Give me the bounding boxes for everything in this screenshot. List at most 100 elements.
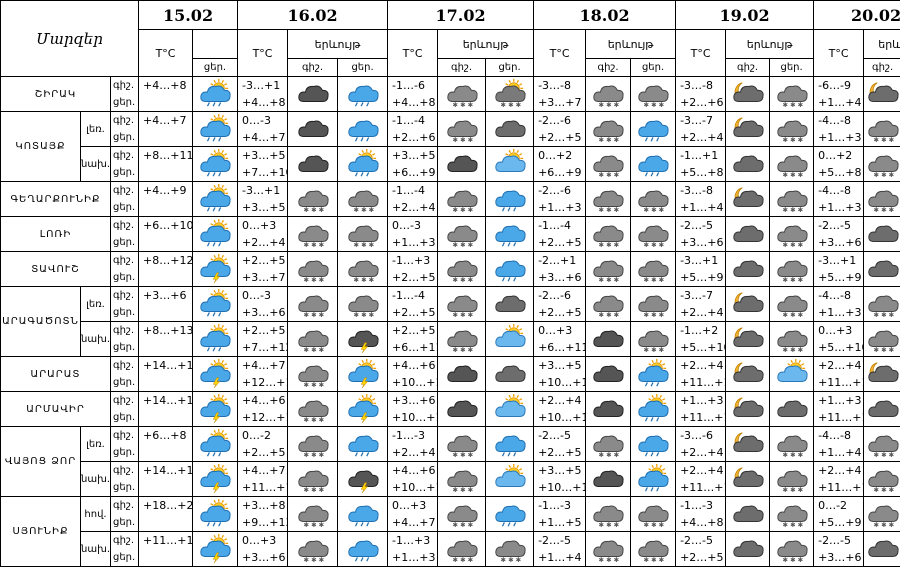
zone-label: լեռ. xyxy=(80,286,111,322)
temp-cell: -1…-3 +1…+5 xyxy=(533,496,587,532)
zone-label: նախ. xyxy=(80,321,111,357)
cloud-snow-icon: ✱ ✱ ✱ xyxy=(339,218,387,251)
temp-cell: +4…+8 xyxy=(138,76,194,112)
icon-cell xyxy=(725,181,771,217)
icon-cell xyxy=(725,111,771,147)
cloud-snow-icon: ✱ ✱ ✱ xyxy=(632,498,675,531)
temp-cell: -1…-3 +4…+8 xyxy=(675,496,727,532)
icon-cell: ✱ ✱ ✱ xyxy=(769,496,815,532)
icon-cell: ✱ ✱ ✱ xyxy=(769,426,815,462)
region-name: ԱՐՄԱՎԻՐ xyxy=(0,391,111,427)
cloud-snow-icon: ✱ ✱ ✱ xyxy=(771,148,813,181)
icon-cell xyxy=(725,321,771,357)
icon-cell: ✱ ✱ ✱ xyxy=(863,111,900,147)
svg-text:✱ ✱ ✱: ✱ ✱ ✱ xyxy=(873,451,894,459)
icon-cell: ✱ ✱ ✱ xyxy=(437,321,487,357)
temp-cell: -2…-5 +1…+4 xyxy=(533,531,587,567)
svg-text:✱ ✱ ✱: ✱ ✱ ✱ xyxy=(599,521,620,529)
temp-cell: 0…+2 +6…+9 xyxy=(533,146,587,182)
svg-text:✱ ✱ ✱: ✱ ✱ ✱ xyxy=(782,101,803,109)
cloud-snow-icon: ✱ ✱ ✱ xyxy=(632,78,675,111)
svg-text:✱ ✱ ✱: ✱ ✱ ✱ xyxy=(452,276,473,284)
sun-cloud-storm-icon xyxy=(194,253,237,286)
sun-cloud-rain-icon xyxy=(194,148,237,181)
cloud-snow-icon: ✱ ✱ ✱ xyxy=(632,253,675,286)
cloud-snow-icon: ✱ ✱ ✱ xyxy=(865,498,900,531)
region-name: ՏԱՎՈՒՇ xyxy=(0,251,111,287)
icon-cell: ✱ ✱ ✱ xyxy=(287,531,339,567)
icon-cell xyxy=(725,286,771,322)
svg-text:✱ ✱ ✱: ✱ ✱ ✱ xyxy=(782,486,803,494)
day-header: ցեր. xyxy=(769,58,815,77)
weather-header: երևույթ xyxy=(287,29,389,59)
icon-cell xyxy=(485,321,535,357)
temp-cell: +2…+4+11…+13 xyxy=(813,461,865,497)
temp-cell: 0…-2 +2…+5 xyxy=(237,426,289,462)
date-header: 16.02 xyxy=(237,0,389,30)
icon-cell: ✱ ✱ ✱ xyxy=(337,216,389,252)
moon-cloud-icon xyxy=(727,183,769,216)
icon-cell xyxy=(192,181,239,217)
table-row: նախ. գիշ. ցեր. +8…+11 +3…+5 +7…+10 +3…+5 +6…+9 0… xyxy=(1,146,900,182)
sun-cloud-storm-icon xyxy=(194,393,237,426)
icon-cell xyxy=(485,286,535,322)
icon-cell: ✱ ✱ ✱ xyxy=(769,461,815,497)
svg-text:✱ ✱ ✱: ✱ ✱ ✱ xyxy=(644,241,665,249)
icon-cell xyxy=(337,356,389,392)
icon-cell: ✱ ✱ ✱ xyxy=(585,251,632,287)
icon-cell xyxy=(437,356,487,392)
icon-cell: ✱ ✱ ✱ xyxy=(287,181,339,217)
moon-cloud-icon xyxy=(727,428,769,461)
svg-text:✱ ✱ ✱: ✱ ✱ ✱ xyxy=(353,241,374,249)
icon-cell xyxy=(437,391,487,427)
cloud-snow-icon: ✱ ✱ ✱ xyxy=(587,183,630,216)
temp-cell: +3…+5+10…+12 xyxy=(533,461,587,497)
icon-cell: ✱ ✱ ✱ xyxy=(769,146,815,182)
cloud-icon xyxy=(865,533,900,566)
temp-cell: +6…+10 xyxy=(138,216,194,252)
regions-header: Մարզեր xyxy=(0,0,140,77)
cloud-snow-icon: ✱ ✱ ✱ xyxy=(865,148,900,181)
cloud-snow-icon: ✱ ✱ ✱ xyxy=(439,498,485,531)
icon-cell: ✱ ✱ ✱ xyxy=(437,496,487,532)
temp-cell: 0…+2 +5…+8 xyxy=(813,146,865,182)
icon-cell xyxy=(485,216,535,252)
svg-text:✱ ✱ ✱: ✱ ✱ ✱ xyxy=(303,451,324,459)
svg-text:✱ ✱ ✱: ✱ ✱ ✱ xyxy=(452,521,473,529)
temp-cell: -3…-6 +2…+4 xyxy=(675,426,727,462)
sun-cloud-icon xyxy=(487,393,533,426)
icon-cell xyxy=(337,426,389,462)
svg-text:✱ ✱ ✱: ✱ ✱ ✱ xyxy=(644,206,665,214)
svg-text:✱ ✱ ✱: ✱ ✱ ✱ xyxy=(303,276,324,284)
sun-cloud-rain-icon xyxy=(632,358,675,391)
icon-cell: ✱ ✱ ✱ xyxy=(437,426,487,462)
icon-cell: ✱ ✱ ✱ xyxy=(630,496,677,532)
icon-cell: ✱ ✱ ✱ xyxy=(630,181,677,217)
cloud-snow-icon: ✱ ✱ ✱ xyxy=(865,323,900,356)
temp-header: T°C xyxy=(387,29,439,77)
table-row: ՎԱՅՈՑ ՁՈՐ լեռ. գիշ. ցեր. +6…+8 0…-2 +2…+5 ✱ ✱ ✱… xyxy=(0,426,900,497)
svg-text:✱ ✱ ✱: ✱ ✱ ✱ xyxy=(644,346,665,354)
temp-cell: -1…-4 +2…+4 xyxy=(387,181,439,217)
sun-cloud-storm-icon xyxy=(194,358,237,391)
svg-text:✱ ✱ ✱: ✱ ✱ ✱ xyxy=(782,136,803,144)
temp-cell: -3…-8 +2…+6 xyxy=(675,76,727,112)
icon-cell xyxy=(192,391,239,427)
temp-cell: +4…+6+12…+14 xyxy=(237,391,289,427)
temp-cell: -2…-5 +3…+6 xyxy=(813,531,865,567)
date-header: 19.02 xyxy=(675,0,815,30)
cloud-snow-icon: ✱ ✱ ✱ xyxy=(771,113,813,146)
icon-cell: ✱ ✱ ✱ xyxy=(769,251,815,287)
temp-cell: +6…+8 xyxy=(138,426,194,462)
svg-text:✱ ✱ ✱: ✱ ✱ ✱ xyxy=(452,556,473,564)
icon-cell: ✱ ✱ ✱ xyxy=(585,286,632,322)
cloud-snow-icon: ✱ ✱ ✱ xyxy=(865,183,900,216)
dark-cloud-icon xyxy=(439,358,485,391)
time-labels: գիշ. ցեր. xyxy=(109,146,140,182)
cloud-snow-icon: ✱ ✱ ✱ xyxy=(439,183,485,216)
icon-cell xyxy=(725,391,771,427)
sun-cloud-snow-icon: ✱ ✱ ✱ xyxy=(487,78,533,111)
moon-cloud-icon xyxy=(727,393,769,426)
icon-cell xyxy=(725,426,771,462)
